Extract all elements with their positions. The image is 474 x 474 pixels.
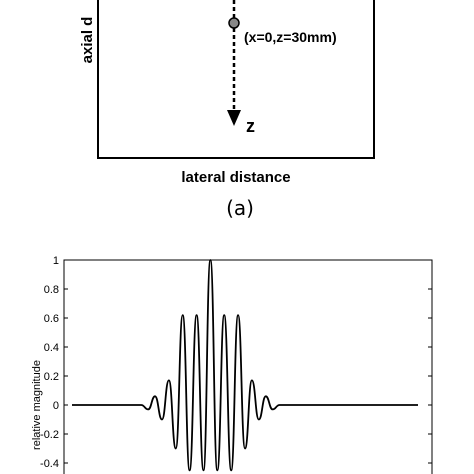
focal-point-label: (x=0,z=30mm): [244, 29, 337, 45]
y-tick-label: -0.4: [40, 458, 59, 470]
z-arrow-head: [227, 110, 241, 126]
y-tick-label: 0.6: [44, 313, 59, 325]
pulse-waveform-line: [72, 259, 418, 472]
plot-frame: [63, 259, 433, 474]
axial-distance-label: axial d: [79, 17, 96, 64]
y-tick-label: 1: [53, 255, 59, 267]
z-axis-label: z: [246, 116, 255, 136]
panel-a: axial d (x=0,z=30mm) z lateral distance …: [79, 0, 375, 220]
y-tick-label: 0.4: [44, 342, 59, 354]
y-tick-label: 0: [53, 400, 59, 412]
y-ticks: 1 0.8 0.6 0.4 0.2 0 -0.2 -0.4: [40, 255, 432, 470]
panel-a-caption: (a): [226, 196, 254, 220]
y-axis-label: relative magnitude: [31, 360, 43, 450]
y-tick-label: -0.2: [40, 429, 59, 441]
focal-point-marker: [228, 17, 240, 29]
pulse-chart: relative magnitude 1 0.8 0.6 0.4 0.2 0 -0.2 -0.…: [31, 255, 433, 474]
lateral-distance-label: lateral distance: [181, 169, 290, 186]
field-box: [97, 0, 375, 159]
y-tick-label: 0.2: [44, 371, 59, 383]
y-tick-label: 0.8: [44, 284, 59, 296]
